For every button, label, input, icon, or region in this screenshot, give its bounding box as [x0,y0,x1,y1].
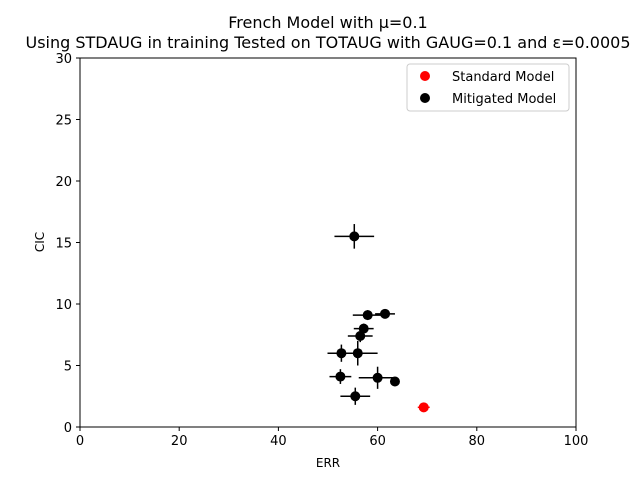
data-point [349,231,360,242]
x-tick-label: 80 [469,434,486,449]
legend-marker-mitigated [420,93,430,103]
x-tick-label: 60 [369,434,386,449]
data-point [389,376,400,387]
x-tick-label: 0 [76,434,84,449]
y-tick-label: 0 [64,421,72,436]
data-marks [327,224,430,413]
y-tick-label: 20 [55,175,72,190]
chart-subtitle: Using STDAUG in training Tested on TOTAU… [25,33,630,52]
x-tick-label: 40 [270,434,287,449]
data-point [350,391,361,402]
data-point [362,310,373,321]
legend-label-mitigated: Mitigated Model [452,92,556,107]
x-tick-label: 100 [564,434,589,449]
data-point [372,372,383,383]
y-tick-label: 25 [55,114,72,129]
legend-label-standard: Standard Model [452,70,554,85]
y-axis-label: CIC [33,232,47,252]
data-point [335,371,346,382]
x-axis-label: ERR [316,456,340,470]
y-tick-label: 30 [55,52,72,67]
y-tick-label: 5 [64,360,72,375]
x-tick-label: 20 [171,434,188,449]
y-axis-ticks: 0 5 10 15 20 25 30 [55,52,80,436]
data-point [380,308,391,319]
plot-area [80,58,576,427]
legend: Standard Model Mitigated Model [406,63,570,112]
x-axis-ticks: 0 20 40 60 80 100 [76,427,589,449]
legend-box [406,63,570,112]
data-point [352,348,363,359]
y-tick-label: 15 [55,237,72,252]
data-point [355,330,366,341]
y-tick-label: 10 [55,298,72,313]
chart-title: French Model with μ=0.1 [228,13,427,32]
legend-marker-standard [420,71,430,81]
data-point [418,402,429,413]
